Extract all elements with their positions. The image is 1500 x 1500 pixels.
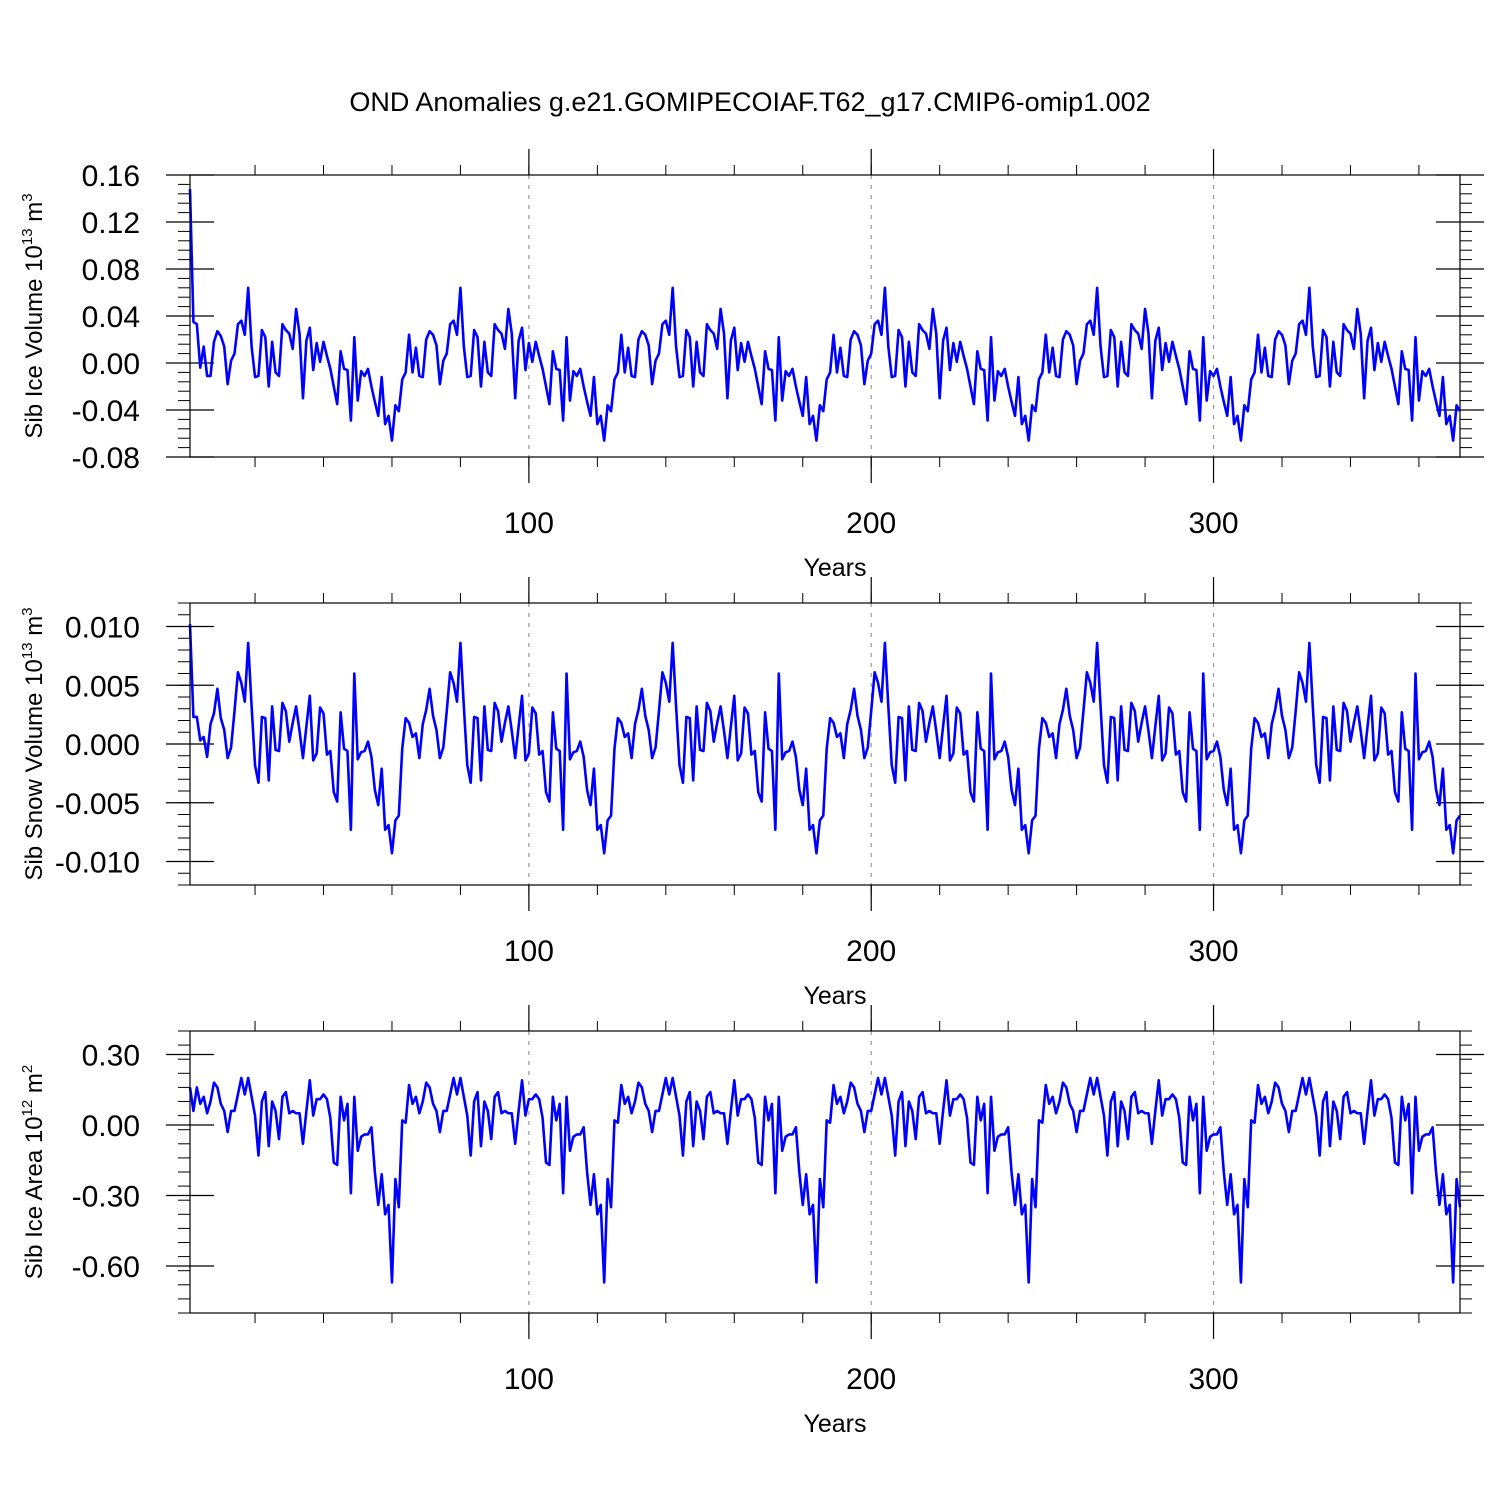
y-tick-label: -0.04 — [72, 395, 140, 428]
x-tick-label: 100 — [504, 1363, 554, 1396]
y-axis-label: Sib Ice Volume 1013 m3 — [19, 193, 48, 438]
y-tick-label: -0.08 — [72, 442, 140, 475]
y-axis-label: Sib Ice Area 1012 m2 — [19, 1065, 48, 1279]
series-line — [188, 1076, 1462, 1284]
plot-frame — [189, 1030, 1461, 1314]
plot-frame — [189, 174, 1461, 458]
y-tick-label: 0.12 — [82, 207, 140, 240]
x-tick-label: 200 — [846, 507, 896, 540]
x-axis-label: Years — [803, 554, 866, 582]
panel-1: -0.08 -0.04 0.00 0.04 0.08 0.12 0.16 100 200 300 Y… — [19, 149, 1484, 582]
y-tick-label: 0.00 — [82, 1110, 140, 1143]
y-tick-label: 0.08 — [82, 254, 140, 287]
y-tick-label: 0.00 — [82, 348, 140, 381]
x-tick-label: 100 — [504, 935, 554, 968]
x-tick-label: 300 — [1188, 935, 1238, 968]
figure-title: OND Anomalies g.e21.GOMIPECOIAF.T62_g17.… — [349, 87, 1150, 117]
y-tick-label: 0.30 — [82, 1040, 140, 1073]
series-line — [188, 189, 1462, 442]
x-tick-label: 100 — [504, 507, 554, 540]
x-tick-label: 300 — [1188, 1363, 1238, 1396]
x-tick-label: 300 — [1188, 507, 1238, 540]
series-line — [188, 624, 1462, 855]
y-tick-label: -0.30 — [72, 1181, 140, 1214]
y-tick-label: 0.010 — [65, 612, 140, 645]
panel-3: -0.60 -0.30 0.00 0.30 100 200 300 Years Sib Ice … — [19, 1005, 1484, 1438]
y-tick-label: -0.60 — [72, 1251, 140, 1284]
y-tick-label: 0.04 — [82, 301, 140, 334]
y-tick-label: 0.000 — [65, 729, 140, 762]
panel-2: -0.010 -0.005 0.000 0.005 0.010 100 200 300 Year… — [19, 577, 1484, 1010]
y-tick-label: 0.16 — [82, 160, 140, 193]
x-tick-label: 200 — [846, 935, 896, 968]
y-axis-label: Sib Snow Volume 1013 m3 — [19, 607, 48, 880]
x-axis-label: Years — [803, 1410, 866, 1438]
plot-frame — [189, 602, 1461, 886]
y-tick-label: -0.010 — [55, 847, 140, 880]
y-tick-label: -0.005 — [55, 788, 140, 821]
x-axis-label: Years — [803, 982, 866, 1010]
x-tick-label: 200 — [846, 1363, 896, 1396]
y-tick-label: 0.005 — [65, 670, 140, 703]
